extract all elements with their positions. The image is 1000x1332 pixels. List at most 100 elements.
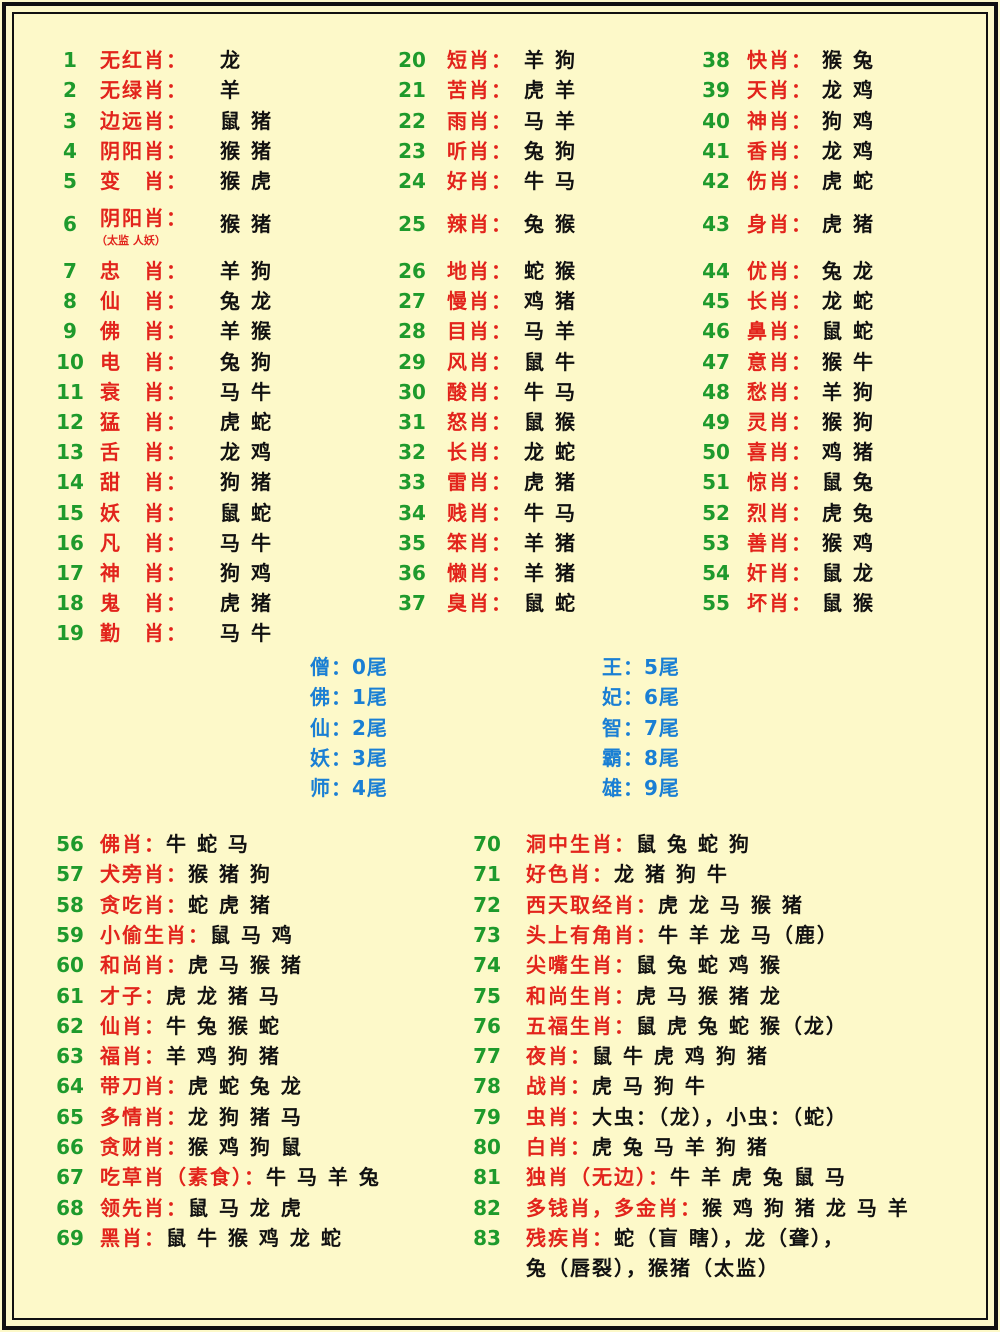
entry-number: 69 (56, 1225, 84, 1250)
entry-label: 尖嘴生肖： (526, 953, 636, 978)
entry-row: 和尚肖：虎 马 猴 猪 (100, 953, 303, 977)
entry-value: 牛 羊 虎 兔 鼠 马 (670, 1165, 847, 1190)
entry-label: 才子： (100, 983, 166, 1008)
entry-label: 鼻肖： (747, 319, 813, 344)
entry-value: 羊 猪 (524, 561, 577, 585)
entry-row: 多情肖：龙 狗 猪 马 (100, 1105, 303, 1129)
entry-value: 羊 (220, 78, 242, 103)
entry-value: 狗 猪 (220, 470, 273, 495)
entry-row: 小偷生肖：鼠 马 鸡 (100, 923, 294, 947)
tail-item: 智：7尾 (602, 715, 680, 740)
entry-number: 48 (702, 379, 730, 404)
entry-value: 虎 马 猴 猪 龙 (636, 983, 782, 1008)
entry-number: 20 (398, 48, 426, 72)
entry-number: 50 (702, 440, 730, 465)
entry-number: 16 (56, 530, 84, 555)
entry-label: 灵肖： (747, 410, 813, 434)
entry-row: 贪财肖：猴 鸡 狗 鼠 (100, 1135, 303, 1159)
entry-number: 7 (63, 259, 77, 283)
entry-number: 83 (473, 1225, 501, 1250)
entry-value: 鼠 龙 (822, 561, 875, 585)
entry-row: 战肖：虎 马 狗 牛 (526, 1074, 707, 1098)
entry-label: 西天取经肖： (526, 892, 658, 917)
entry-label: 变 肖： (100, 169, 188, 194)
entry-label: 雷肖： (447, 470, 513, 495)
entry-number: 36 (398, 561, 426, 585)
entry-value: 马 牛 (220, 530, 273, 555)
entry-row: 洞中生肖：鼠 兔 蛇 狗 (526, 832, 751, 856)
entry-value: 羊 鸡 狗 猪 (166, 1044, 281, 1069)
entry-label: 和尚生肖： (526, 983, 636, 1008)
entry-value: 鼠 马 鸡 (210, 922, 294, 947)
entry-value: 兔 猴 (524, 212, 577, 236)
entry-value: 虎 猪 (220, 591, 273, 616)
entry-row: 黑肖：鼠 牛 猴 鸡 龙 蛇 (100, 1226, 343, 1250)
entry-value: 龙 (220, 48, 242, 72)
entry-label: 怒肖： (447, 410, 513, 434)
entry-number: 68 (56, 1195, 84, 1220)
entry-value: 龙 鸡 (822, 138, 875, 163)
entry-value: 鼠 猴 (822, 591, 875, 616)
entry-value: 狗 鸡 (822, 108, 875, 133)
entry-value: 猴 猪 (220, 138, 273, 163)
entry-number: 70 (473, 832, 501, 856)
entry-value: 马 牛 (220, 379, 273, 404)
entry-number: 21 (398, 78, 426, 103)
entry-number: 39 (702, 78, 730, 103)
entry-label: 五福生肖： (526, 1013, 636, 1038)
entry-label: 风肖： (447, 349, 513, 374)
entry-number: 32 (398, 440, 426, 465)
entry-value: 鼠 猴 (524, 410, 577, 434)
entry-number: 60 (56, 953, 84, 978)
entry-label: 奸肖： (747, 561, 813, 585)
entry-row: 残疾肖：蛇（盲 瞎），龙（聋）， (526, 1226, 845, 1250)
entry-value: 狗 鸡 (220, 561, 273, 585)
entry-row: 尖嘴生肖：鼠 兔 蛇 鸡 猴 (526, 953, 782, 977)
entry-label: 佛肖： (100, 832, 166, 856)
entry-row: 佛肖：牛 蛇 马 (100, 832, 250, 856)
entry-label: 贱肖： (447, 500, 513, 525)
tail-item: 仙：2尾 (310, 715, 388, 740)
entry-value: 龙 蛇 (822, 289, 875, 314)
entry-value: 虎 兔 (822, 500, 875, 525)
entry-label: 白肖： (526, 1135, 592, 1159)
entry-label: 猛 肖： (100, 410, 188, 434)
entry-label: 烈肖： (747, 500, 813, 525)
entry-number: 33 (398, 470, 426, 495)
entry-label: 残疾肖： (526, 1225, 614, 1250)
entry-label: 带刀肖： (100, 1074, 188, 1099)
entry-label: 神肖： (747, 108, 813, 133)
entry-number: 76 (473, 1013, 501, 1038)
entry-value: 鼠 虎 兔 蛇 猴（龙） (636, 1013, 848, 1038)
entry-label: 好色肖： (526, 862, 614, 887)
entry-value: 鼠 牛 虎 鸡 狗 猪 (592, 1044, 769, 1069)
tail-item: 妃：6尾 (602, 685, 680, 710)
entry-label: 阴阳肖： (100, 206, 188, 230)
tail-item: 僧：0尾 (310, 655, 388, 679)
entry-label: 仙 肖： (100, 289, 188, 314)
entry-value: 虎 蛇 (822, 169, 875, 194)
entry-value: 兔 狗 (524, 138, 577, 163)
entry-label: 好肖： (447, 169, 513, 194)
entry-value: 羊 狗 (524, 48, 577, 72)
entry-number: 45 (702, 289, 730, 314)
entry-value: 牛 兔 猴 蛇 (166, 1013, 281, 1038)
entry-value: 虎 马 狗 牛 (592, 1074, 707, 1099)
entry-value: 龙 鸡 (822, 78, 875, 103)
entry-number: 15 (56, 500, 84, 525)
entry-value: 鸡 猪 (524, 289, 577, 314)
entry-row: 吃草肖（素食）：牛 马 羊 兔 (100, 1165, 381, 1189)
entry-number: 80 (473, 1135, 501, 1159)
entry-label: 雨肖： (447, 108, 513, 133)
entry-value: 羊 狗 (822, 379, 875, 404)
entry-label: 边远肖： (100, 108, 188, 133)
entry-value: 兔 狗 (220, 349, 273, 374)
entry-label: 多钱肖，多金肖： (526, 1195, 702, 1220)
entry-label: 听肖： (447, 138, 513, 163)
entry-value: 猴 猪 (220, 212, 273, 236)
entry-number: 72 (473, 892, 501, 917)
entry-number: 56 (56, 832, 84, 856)
entry-number: 62 (56, 1013, 84, 1038)
entry-number: 51 (702, 470, 730, 495)
entry-label: 独肖（无边）： (526, 1165, 670, 1190)
